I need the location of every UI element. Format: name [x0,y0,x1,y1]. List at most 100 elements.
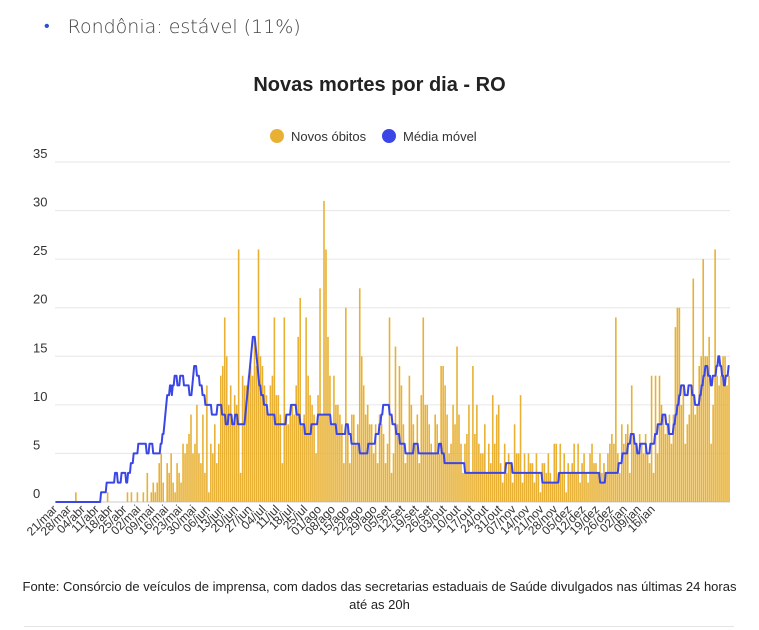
bar-novos-obitos [519,395,522,502]
bar-novos-obitos [450,443,452,502]
bar-novos-obitos [531,463,534,502]
bar-novos-obitos [704,356,706,502]
source-note: Fonte: Consórcio de veículos de imprensa… [0,578,759,614]
bar-novos-obitos [416,414,419,502]
bar-novos-obitos [432,453,434,502]
bar-novos-obitos [561,472,564,502]
bar-novos-obitos [198,453,200,502]
bar-novos-obitos [666,424,669,502]
bar-novos-obitos [406,453,409,502]
bar-novos-obitos [557,472,560,502]
bar-novos-obitos [279,414,282,502]
bar-novos-obitos [605,472,607,502]
bar-novos-obitos [156,482,159,502]
bar-novos-obitos [154,492,157,502]
bar-novos-obitos [293,414,296,502]
bar-novos-obitos [168,472,170,502]
bar-novos-obitos [525,472,528,502]
bar-novos-obitos [726,385,728,502]
bar-novos-obitos [634,443,637,502]
bar-novos-obitos [349,463,351,502]
bar-novos-obitos [249,366,252,502]
bar-novos-obitos [581,463,583,502]
bar-novos-obitos [706,356,708,502]
bar-novos-obitos [505,472,508,502]
bar-novos-obitos [628,472,631,502]
bar-novos-obitos [452,404,454,502]
summary-bullet: • Rondônia: estável (11%) [44,16,301,38]
bar-novos-obitos [622,443,625,502]
bar-novos-obitos [466,434,468,502]
bar-novos-obitos [428,424,431,502]
bar-novos-obitos [491,395,494,502]
bar-novos-obitos [370,424,373,502]
bar-novos-obitos [309,395,311,502]
bar-novos-obitos [442,366,444,502]
bullet-dot-icon: • [44,16,50,35]
bar-novos-obitos [521,482,524,502]
bar-novos-obitos [289,414,292,502]
bar-novos-obitos [339,414,341,502]
bar-novos-obitos [380,424,383,502]
bar-novos-obitos [192,453,194,502]
bar-novos-obitos [307,375,309,502]
bar-novos-obitos [214,424,216,502]
bar-novos-obitos [251,375,254,502]
bar-novos-obitos [511,482,514,502]
bar-novos-obitos [456,346,458,502]
bar-novos-obitos [642,453,645,502]
bar-novos-obitos [650,375,653,502]
chart-title: Novas mortes por dia - RO [253,74,506,96]
bar-novos-obitos [345,307,347,502]
bar-novos-obitos [351,414,353,502]
bar-novos-obitos [384,463,387,502]
bar-novos-obitos [315,453,317,502]
bar-novos-obitos [700,356,703,502]
bar-novos-obitos [223,317,226,502]
bar-novos-obitos [484,424,486,502]
bar-novos-obitos [243,385,246,502]
bar-novos-obitos [261,366,264,502]
bar-novos-obitos [630,385,633,502]
bar-novos-obitos [607,453,609,502]
bar-novos-obitos [658,375,661,502]
bar-novos-obitos [245,385,248,502]
source-note-line-2: até as 20h [349,597,410,612]
bar-novos-obitos [152,482,155,502]
bar-novos-obitos [374,424,377,502]
bar-novos-obitos [271,375,274,502]
bar-novos-obitos [277,395,280,502]
bar-novos-obitos [640,443,643,502]
bar-novos-obitos [184,453,186,502]
bar-novos-obitos [229,385,232,502]
bar-novos-obitos [486,472,488,502]
bar-novos-obitos [287,424,290,502]
bar-novos-obitos [162,482,164,502]
bar-novos-obitos [206,385,208,502]
y-tick-label: 5 [33,437,40,452]
bar-novos-obitos [690,385,693,502]
bar-novos-obitos [575,472,577,502]
bar-novos-obitos [376,463,379,502]
bar-novos-obitos [283,317,286,502]
bar-novos-obitos [352,414,355,502]
bar-novos-obitos [146,472,149,502]
bar-novos-obitos [414,443,417,502]
bar-novos-obitos [438,453,440,502]
bar-novos-obitos [710,443,712,502]
bar-novos-obitos [217,443,220,502]
bar-novos-obitos [418,463,421,502]
bar-novos-obitos [273,317,276,502]
bar-novos-obitos [329,375,331,502]
bar-novos-obitos [698,366,701,502]
bar-novos-obitos [210,443,212,502]
bar-novos-obitos [632,434,635,502]
bar-novos-obitos [313,414,315,502]
bar-novos-obitos [142,492,145,502]
bar-novos-obitos [644,434,647,502]
bar-novos-obitos [422,317,425,502]
bar-novos-obitos [611,434,613,502]
bar-novos-obitos [158,463,161,502]
bar-novos-obitos [684,443,687,502]
